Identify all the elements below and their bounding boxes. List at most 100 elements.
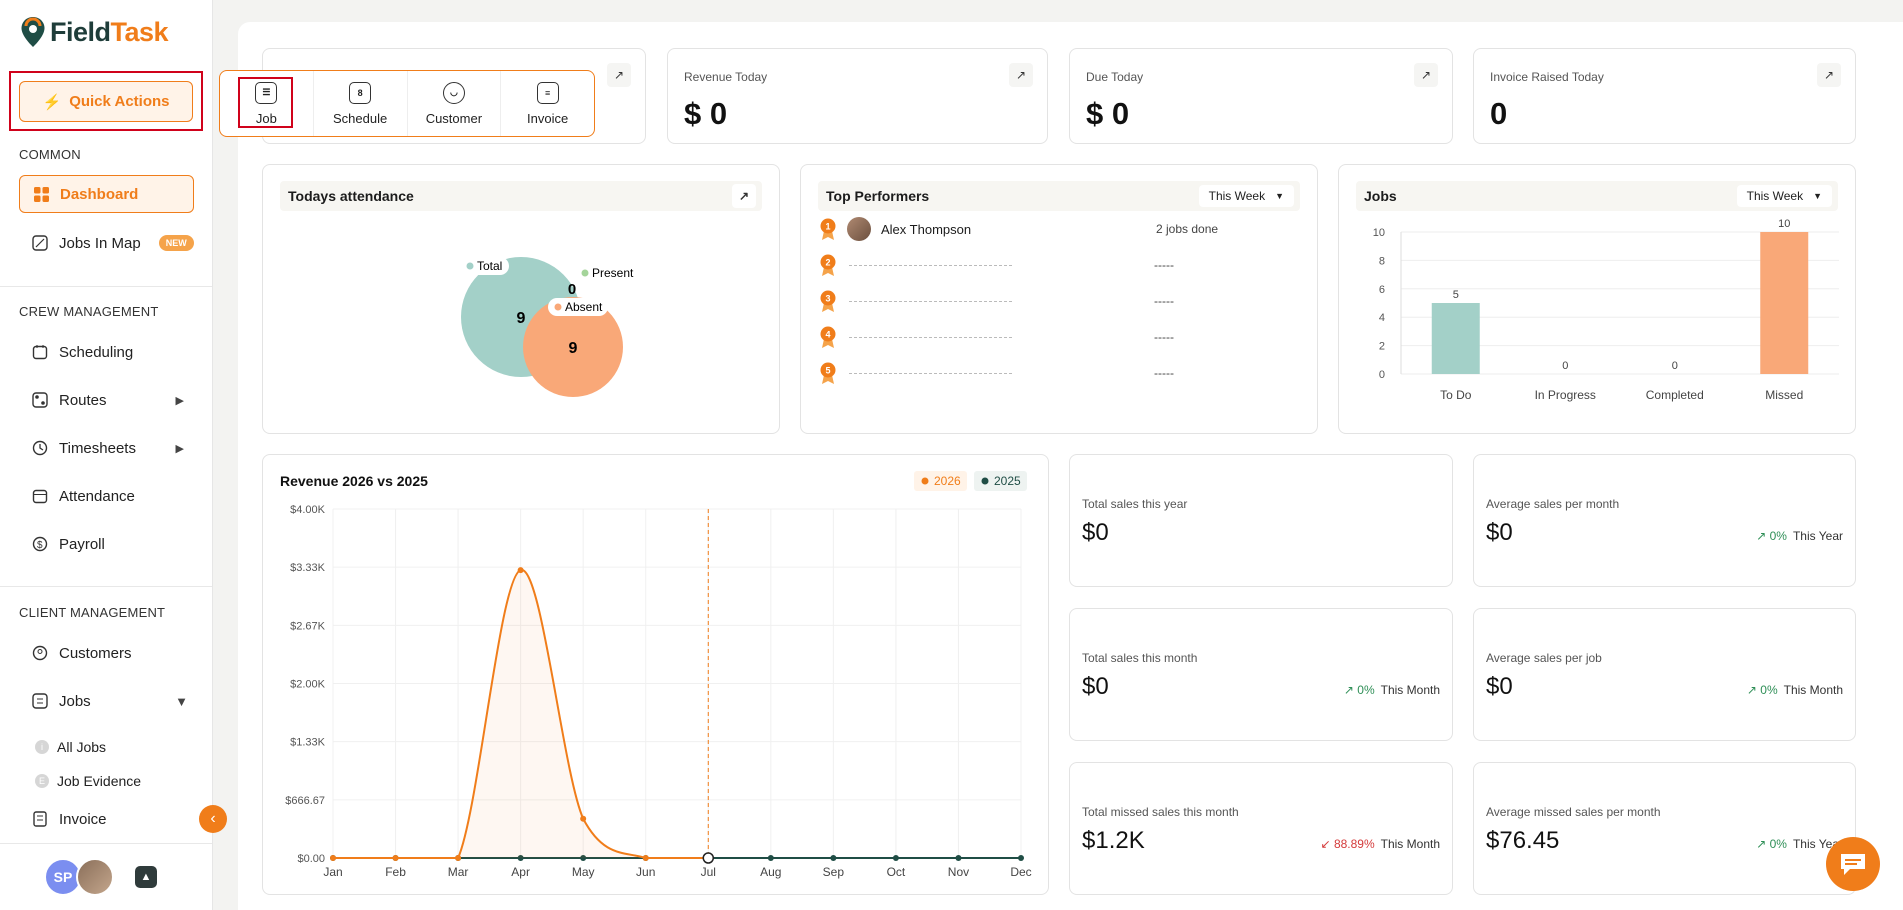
x-tick-label: Aug bbox=[760, 865, 781, 879]
bar-value-label: 10 bbox=[1778, 218, 1790, 230]
sidebar-item-jobs-in-map[interactable]: Jobs In Map NEW bbox=[19, 224, 194, 262]
revenue-chart-card: Revenue 2026 vs 2025 2026 2025 $0.00 $666.67… bbox=[262, 454, 1049, 895]
kpi-card-revenue-today: Revenue Today $ 0 ↗ bbox=[667, 48, 1048, 144]
x-tick-label: Jun bbox=[636, 865, 655, 879]
legend-2026-dot bbox=[921, 477, 929, 485]
expand-arrow-icon[interactable]: ↗ bbox=[607, 63, 631, 87]
expand-up-button[interactable]: ▲ bbox=[135, 866, 157, 888]
y-tick-label: 10 bbox=[1373, 227, 1385, 239]
sidebar-item-dashboard[interactable]: Dashboard bbox=[19, 175, 194, 213]
bar-to-do bbox=[1431, 303, 1480, 374]
quick-actions-button[interactable]: ⚡ Quick Actions bbox=[19, 81, 193, 122]
chevron-down-icon: ▼ bbox=[1275, 191, 1284, 201]
stat-card: Average sales per month $0 ↗ 0% This Year bbox=[1473, 454, 1856, 587]
trend-percent: ↗ 0% bbox=[1343, 683, 1375, 697]
stat-label: Average sales per job bbox=[1486, 651, 1602, 665]
bar-value-label: 5 bbox=[1453, 289, 1459, 301]
y-tick-label: $3.33K bbox=[290, 562, 326, 574]
chat-icon bbox=[1841, 854, 1865, 875]
stat-trend: ↗ 0% This Year bbox=[1756, 529, 1843, 543]
jobs-bar-chart: 0 2 4 6 8 10 5 To Do 0 In Progress 0 Completed 10 Mis… bbox=[1373, 218, 1839, 402]
x-tick-label: Nov bbox=[948, 865, 969, 879]
sidebar-item-customers[interactable]: Customers bbox=[19, 634, 194, 672]
present-label: Present bbox=[592, 266, 634, 280]
sidebar-item-routes[interactable]: Routes ▶ bbox=[19, 381, 194, 419]
x-tick-label: To Do bbox=[1440, 388, 1472, 402]
x-tick-label: Mar bbox=[448, 865, 469, 879]
invoice-icon: ≡ bbox=[536, 81, 559, 104]
quick-action-job[interactable]: ☰ Job bbox=[220, 71, 314, 136]
placeholder-line bbox=[849, 336, 1012, 338]
kpi-label: Revenue Today bbox=[684, 70, 768, 84]
user-photo-avatar[interactable] bbox=[76, 858, 114, 896]
quick-actions-highlight bbox=[9, 71, 203, 131]
quick-action-schedule[interactable]: 8 Schedule bbox=[314, 71, 408, 136]
expand-arrow-icon[interactable]: ↗ bbox=[732, 184, 756, 208]
y-tick-label: $1.33K bbox=[290, 737, 326, 749]
stat-value: $0 bbox=[1082, 519, 1109, 546]
divider bbox=[0, 586, 212, 587]
customer-icon bbox=[31, 644, 49, 662]
lightning-icon: ⚡ bbox=[42, 93, 62, 111]
series-2026-area bbox=[333, 569, 709, 858]
sidebar-item-label: Customers bbox=[59, 644, 132, 662]
sidebar-item-invoice[interactable]: Invoice bbox=[19, 800, 194, 838]
medal-icon: 4 bbox=[819, 325, 837, 349]
stat-value: $1.2K bbox=[1082, 827, 1145, 854]
series-2025-point bbox=[955, 855, 962, 861]
legend-2025-dot bbox=[981, 477, 989, 485]
expand-arrow-icon[interactable]: ↗ bbox=[1009, 63, 1033, 87]
stat-card: Total missed sales this month $1.2K ↙ 88.8… bbox=[1069, 762, 1453, 895]
stat-trend: ↗ 0% This Month bbox=[1344, 683, 1440, 697]
sidebar-subitem-job-evidence[interactable]: E Job Evidence bbox=[35, 773, 141, 789]
sidebar-item-attendance[interactable]: Attendance bbox=[19, 477, 194, 515]
sidebar-item-payroll[interactable]: $ Payroll bbox=[19, 525, 194, 563]
sidebar-item-timesheets[interactable]: Timesheets ▶ bbox=[19, 429, 194, 467]
svg-text:3: 3 bbox=[825, 294, 830, 304]
route-icon bbox=[31, 391, 49, 409]
caret-down-icon[interactable]: ▼ bbox=[175, 693, 188, 709]
current-month-marker bbox=[702, 852, 715, 864]
quick-action-label: Invoice bbox=[527, 110, 569, 126]
x-tick-label: Sep bbox=[823, 865, 845, 879]
trend-period: This Month bbox=[1380, 837, 1440, 851]
dollar-coin-icon: $ bbox=[31, 535, 49, 553]
stat-trend: ↗ 0% This Month bbox=[1747, 683, 1843, 697]
y-tick-label: 2 bbox=[1379, 341, 1385, 353]
y-tick-label: $2.00K bbox=[290, 679, 326, 691]
caret-right-icon[interactable]: ▶ bbox=[175, 394, 184, 407]
panel-title: Top Performers bbox=[826, 188, 930, 204]
invoice-icon bbox=[31, 810, 49, 828]
caret-right-icon[interactable]: ▶ bbox=[175, 442, 184, 455]
collapse-sidebar-button[interactable]: ‹ bbox=[199, 805, 227, 833]
period-dropdown[interactable]: This Week ▼ bbox=[1198, 185, 1294, 207]
dashboard-icon bbox=[32, 185, 50, 203]
expand-arrow-icon[interactable]: ↗ bbox=[1414, 63, 1438, 87]
chat-button[interactable] bbox=[1826, 837, 1880, 891]
sidebar-item-scheduling[interactable]: Scheduling bbox=[19, 333, 194, 371]
y-tick-label: $666.67 bbox=[285, 795, 325, 807]
stat-card: Average sales per job $0 ↗ 0% This Month bbox=[1473, 608, 1856, 741]
quick-actions-menu: ☰ Job 8 Schedule ◡ Customer ≡ Invoice bbox=[219, 70, 595, 137]
quick-action-customer[interactable]: ◡ Customer bbox=[408, 71, 502, 136]
section-common: COMMON bbox=[19, 147, 81, 162]
series-2025-point bbox=[580, 855, 587, 861]
section-crew-management: CREW MANAGEMENT bbox=[19, 304, 159, 319]
sidebar-subitem-all-jobs[interactable]: i All Jobs bbox=[35, 739, 106, 755]
trend-percent: ↙ 88.89% bbox=[1320, 837, 1375, 851]
quick-action-invoice[interactable]: ≡ Invoice bbox=[501, 71, 594, 136]
sidebar-item-jobs[interactable]: Jobs ▼ bbox=[19, 682, 194, 720]
sidebar: FieldTask ⚡ Quick Actions COMMON Dashboa… bbox=[0, 0, 213, 910]
app-logo[interactable]: FieldTask bbox=[20, 16, 169, 48]
kpi-label: Invoice Raised Today bbox=[1490, 70, 1604, 84]
stat-value: $76.45 bbox=[1486, 827, 1560, 854]
period-dropdown[interactable]: This Week ▼ bbox=[1736, 185, 1832, 207]
expand-arrow-icon[interactable]: ↗ bbox=[1817, 63, 1841, 87]
legend-2026-bg bbox=[914, 471, 967, 491]
trend-percent: ↗ 0% bbox=[1746, 683, 1778, 697]
bar-missed bbox=[1760, 232, 1809, 374]
trend-percent: ↗ 0% bbox=[1756, 529, 1787, 543]
placeholder-line bbox=[849, 300, 1012, 302]
logo-pin-icon bbox=[21, 17, 45, 47]
x-tick-label: Jul bbox=[701, 865, 716, 879]
